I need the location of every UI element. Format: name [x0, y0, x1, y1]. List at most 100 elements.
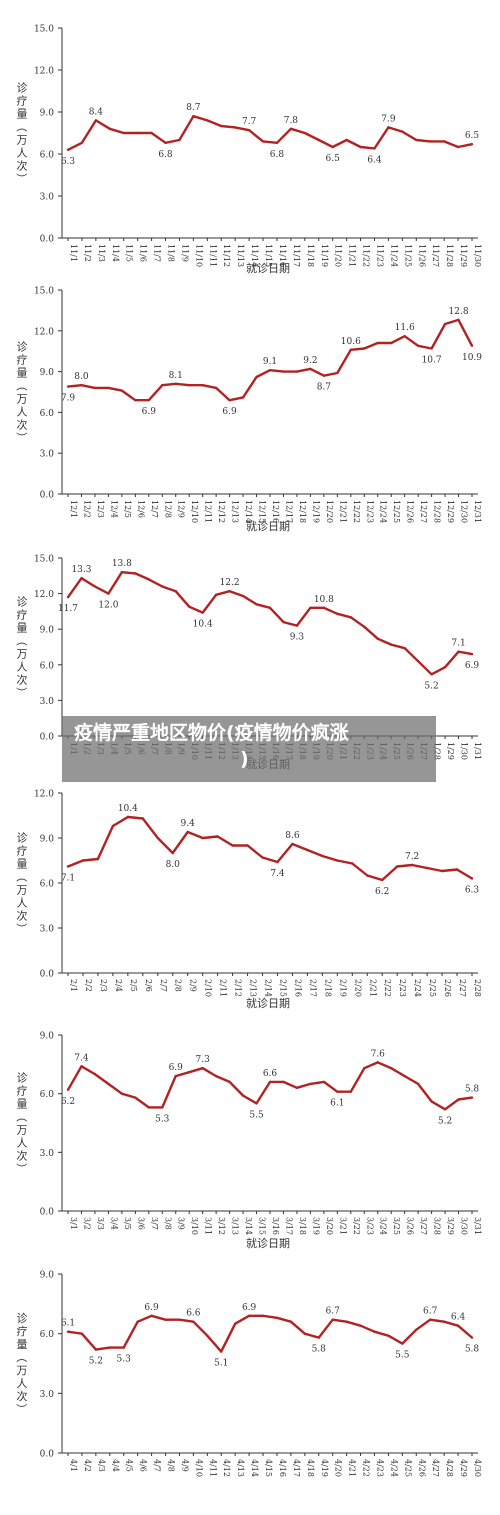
data-point [66, 1088, 70, 1091]
y-tick-label: 0.0 [40, 491, 55, 501]
data-label: 6.9 [465, 661, 480, 671]
svg-text:量: 量 [17, 1338, 28, 1351]
data-label: 6.2 [375, 887, 389, 897]
data-label: 8.1 [169, 371, 183, 381]
data-point [363, 1067, 366, 1070]
y-tick-label: 0.0 [40, 970, 55, 980]
data-label: 5.8 [312, 1345, 327, 1355]
x-tick-label: 1/30 [460, 742, 469, 760]
data-point [387, 1334, 390, 1337]
data-point [220, 1350, 223, 1353]
data-point [134, 572, 137, 575]
data-label: 6.8 [158, 150, 173, 160]
x-tick-label: 11/28 [445, 244, 454, 267]
chart-svg: 0.0 3.0 6.0 9.0 诊疗量（万人次） 4/1 4/2 4/3 4/4 4/5 4/6 4/… [15, 1271, 482, 1477]
y-axis-label: 诊疗量（ 万人次） [15, 831, 28, 935]
data-point [120, 1092, 124, 1095]
y-tick-label: 3.0 [40, 1390, 55, 1400]
y-tick-label: 0.0 [40, 733, 55, 743]
data-label: 6.9 [169, 1063, 184, 1073]
data-point [403, 646, 406, 650]
data-point [275, 141, 279, 144]
y-tick-label: 6.0 [40, 880, 55, 890]
x-tick-label: 4/14 [250, 1459, 259, 1477]
data-label: 7.2 [405, 852, 419, 862]
x-tick-label: 11/24 [389, 244, 398, 267]
data-point [359, 145, 362, 149]
data-point [247, 129, 251, 132]
x-tick-label: 12/21 [338, 500, 347, 523]
y-tick-label: 6.0 [40, 661, 55, 671]
x-tick-label: 3/23 [365, 1217, 374, 1235]
data-label: 6.3 [465, 886, 480, 896]
chart-svg: 0.0 3.0 6.0 9.0 12.0 15.0 诊疗量（ 万人次） 11/1 11/2 11/3… [15, 25, 482, 276]
data-label: 7.7 [242, 117, 257, 127]
svg-text:（: （ [15, 635, 28, 646]
data-point [178, 138, 181, 142]
data-label: 9.2 [303, 356, 317, 366]
x-tick-label: 4/5 [125, 1459, 134, 1472]
chart-svg: 0.0 3.0 6.0 9.0 12.0 诊疗量（ 万人次） 2/1 2/2 2/3 2/4 2/5 2… [15, 790, 482, 1011]
svg-text:量: 量 [17, 367, 28, 380]
x-tick-label: 4/24 [389, 1459, 398, 1477]
data-point [111, 824, 115, 828]
x-tick-label: 3/7 [150, 1217, 159, 1230]
data-label: 7.8 [284, 116, 299, 126]
data-point [150, 131, 153, 135]
x-tick-label: 12/30 [460, 500, 469, 523]
chart-4: 0.0 3.0 6.0 9.0 12.0 诊疗量（ 万人次） 2/1 2/2 2/3 2/4 2/5 2… [0, 785, 500, 1027]
data-point [470, 143, 474, 146]
data-label: 5.3 [117, 1355, 132, 1365]
data-point [156, 836, 159, 840]
data-point [134, 398, 137, 402]
svg-text:人: 人 [17, 1377, 28, 1390]
data-point [241, 396, 245, 399]
x-tick-label: 3/25 [392, 1217, 401, 1235]
y-tick-label: 15.0 [34, 287, 54, 297]
data-label: 13.8 [112, 559, 132, 569]
x-tick-label: 11/19 [320, 244, 329, 267]
x-tick-label: 2/25 [428, 979, 437, 997]
x-tick-label: 12/22 [352, 500, 361, 523]
svg-text:人: 人 [17, 661, 28, 674]
x-tick-label: 4/29 [459, 1459, 468, 1477]
data-label: 10.8 [314, 595, 334, 605]
data-point [81, 859, 85, 862]
data-label: 5.3 [155, 1114, 170, 1124]
svg-text:次: 次 [17, 1149, 28, 1163]
data-label: 8.4 [89, 107, 104, 117]
data-point [457, 650, 460, 653]
x-tick-label: 3/12 [217, 1217, 226, 1235]
data-point [443, 1108, 447, 1111]
data-point [331, 145, 334, 149]
data-point [164, 1318, 167, 1321]
data-point [303, 1332, 307, 1335]
x-tick-label: 11/3 [97, 244, 106, 262]
x-tick-label: 1/31 [473, 742, 482, 760]
data-point [188, 1070, 191, 1074]
data-point [345, 1320, 348, 1323]
data-point [233, 1322, 237, 1325]
data-label: 13.3 [71, 565, 91, 575]
x-axis-label: 就诊日期 [246, 261, 290, 275]
y-tick-label: 9.0 [40, 626, 55, 636]
x-tick-label: 12/5 [123, 500, 132, 518]
data-point [122, 131, 125, 135]
x-tick-label: 2/16 [293, 979, 302, 997]
x-tick-label: 2/13 [249, 979, 258, 997]
data-point [141, 817, 145, 820]
data-point [108, 1346, 111, 1349]
x-tick-label: 12/26 [406, 500, 415, 523]
data-point [373, 1330, 376, 1333]
y-tick-label: 9.0 [40, 109, 55, 119]
x-tick-label: 3/10 [190, 1217, 199, 1235]
data-point [373, 147, 376, 150]
data-point [457, 318, 460, 322]
x-tick-label: 2/20 [353, 979, 362, 997]
svg-text:量: 量 [17, 108, 28, 121]
svg-text:次: 次 [17, 159, 28, 173]
data-label: 6.7 [423, 1307, 438, 1317]
x-tick-label: 11/13 [236, 244, 245, 267]
data-point [390, 1067, 393, 1070]
data-point [122, 1346, 125, 1349]
